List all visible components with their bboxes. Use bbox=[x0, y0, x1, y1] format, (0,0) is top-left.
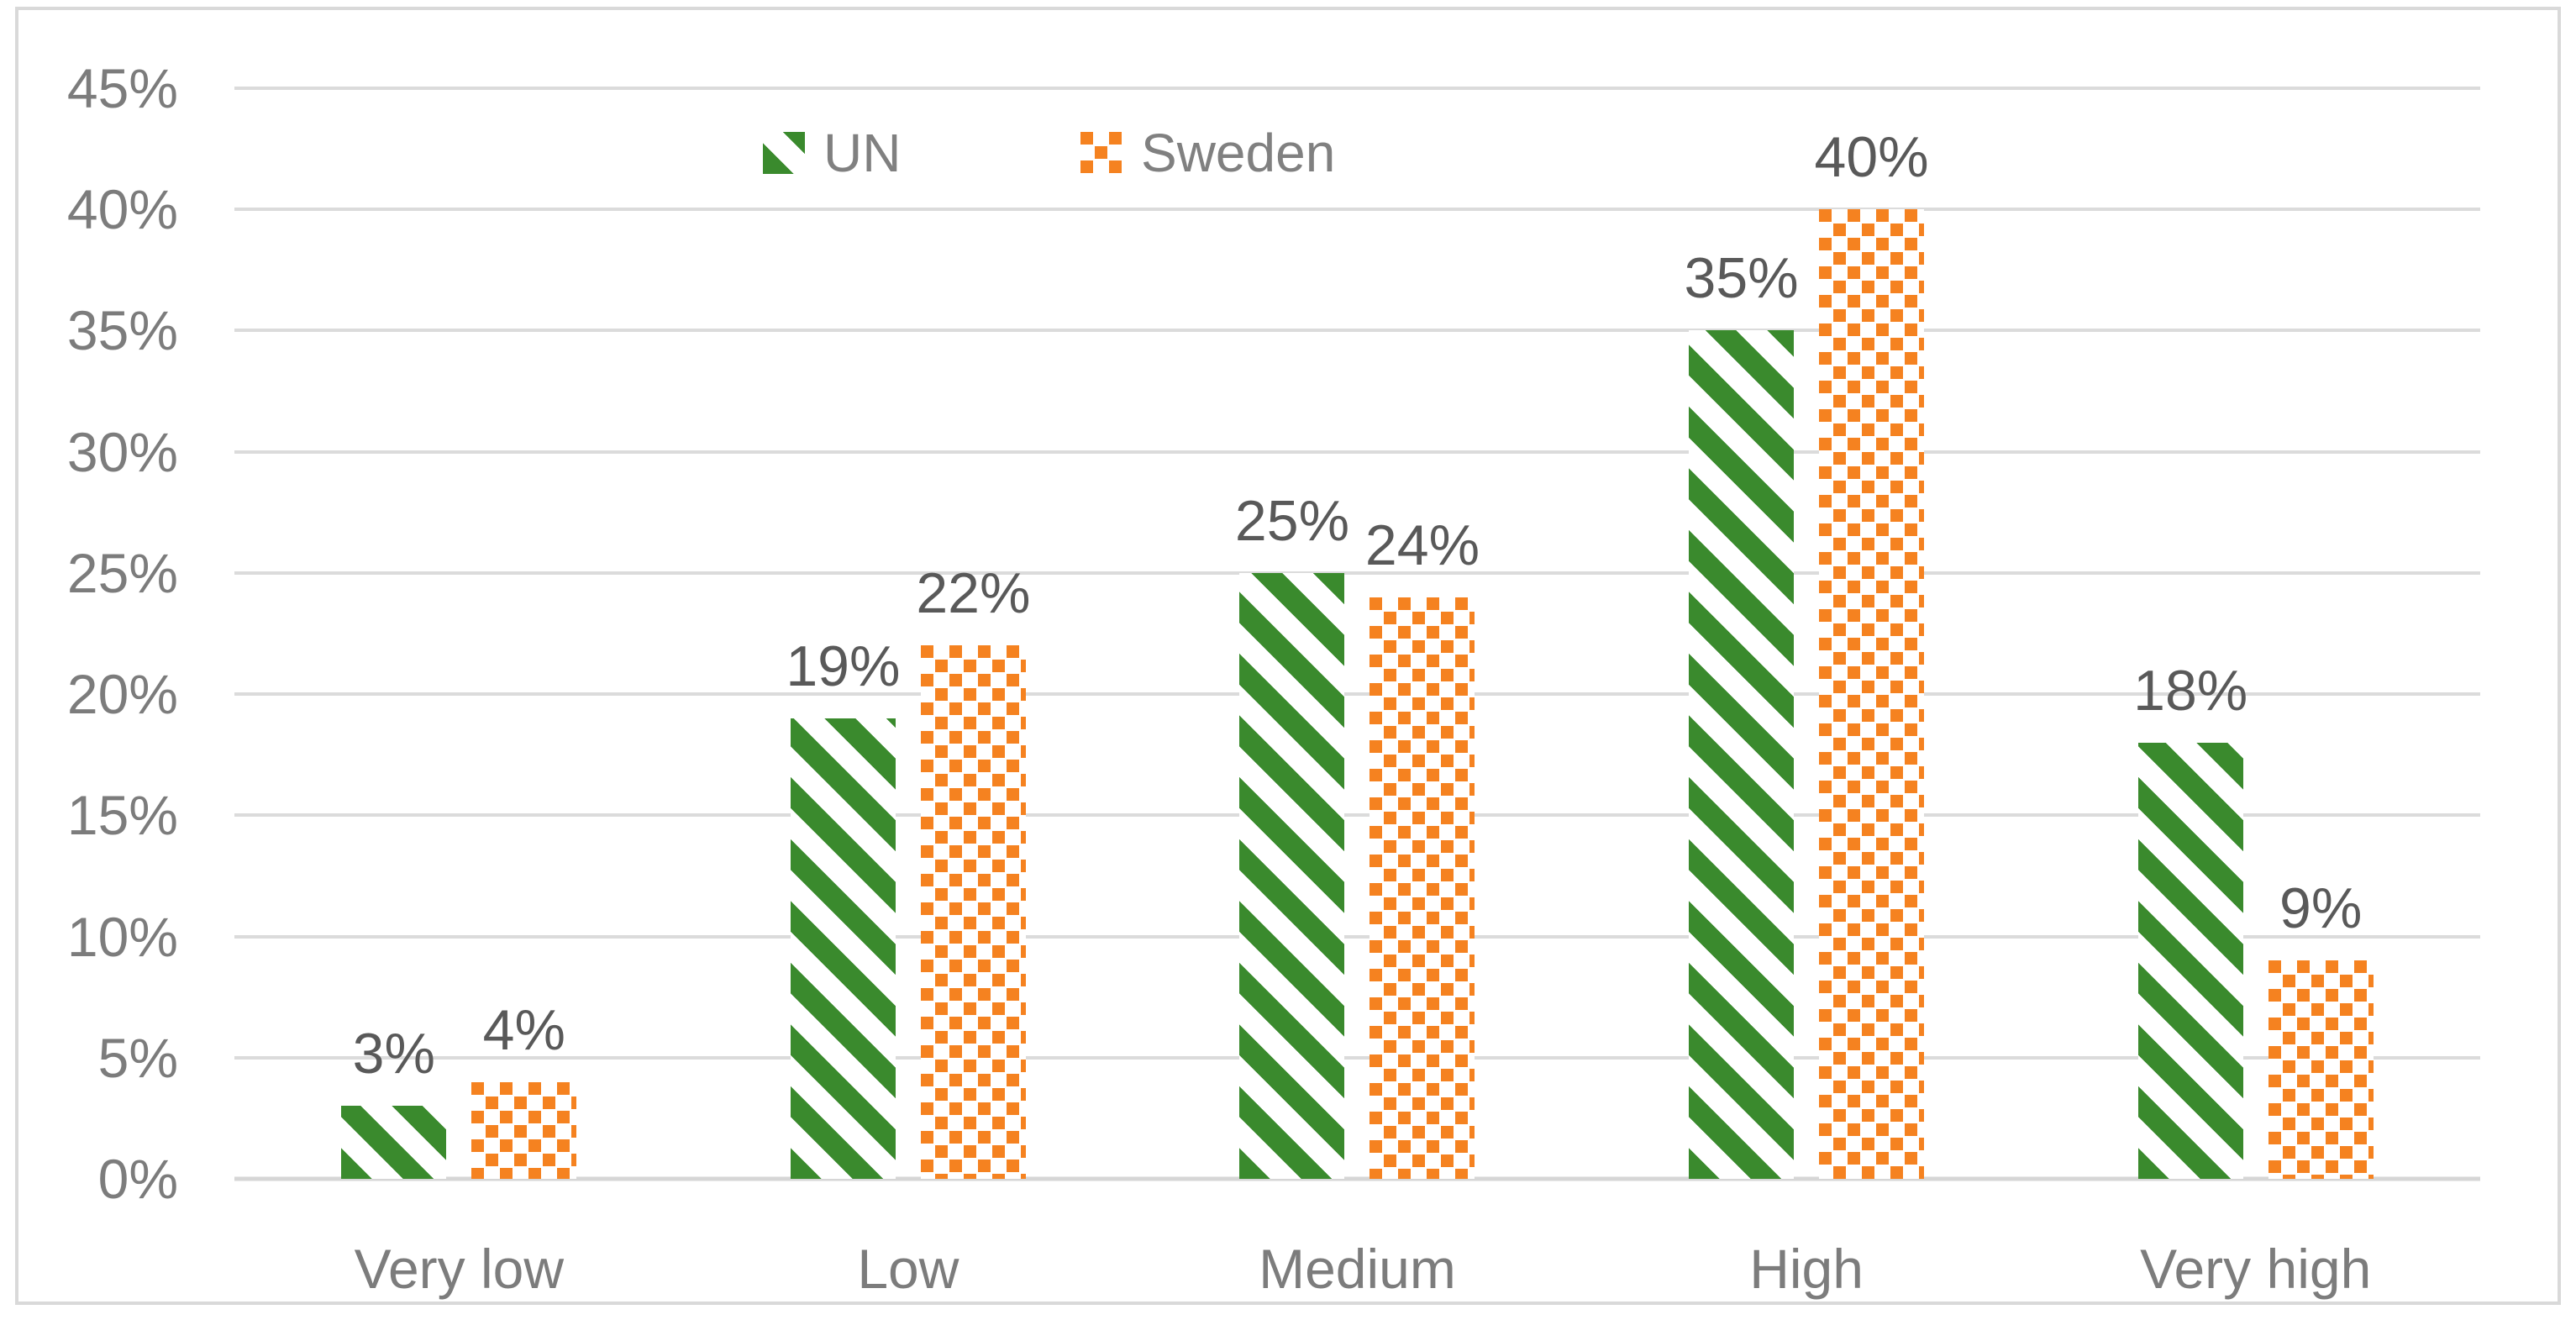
x-axis-category-label-high: High bbox=[1749, 1237, 1864, 1300]
bar-sweden-very-low: 4% bbox=[471, 1002, 577, 1179]
bar-sweden-medium: 24% bbox=[1365, 517, 1480, 1179]
data-label-un-low: 19% bbox=[786, 634, 901, 698]
legend-item-sweden: Sweden bbox=[1080, 123, 1336, 183]
y-axis-tick-label: 15% bbox=[66, 784, 178, 847]
gridline-40 bbox=[234, 208, 2480, 212]
gridline-15 bbox=[234, 813, 2480, 818]
legend-item-un: UN bbox=[763, 123, 902, 183]
data-label-un-very-low: 3% bbox=[352, 1022, 435, 1086]
category-group-low: 19% 22% bbox=[684, 88, 1133, 1179]
gridline-45 bbox=[234, 87, 2480, 90]
un-legend-label: UN bbox=[823, 123, 902, 183]
bar-un-low: 19% bbox=[786, 638, 900, 1179]
sweden-legend-label: Sweden bbox=[1141, 123, 1336, 183]
gridline-30 bbox=[234, 450, 2480, 454]
gridline-25 bbox=[234, 571, 2480, 575]
bar-sweden-very-high: 9% bbox=[2268, 880, 2374, 1179]
plot-area: 3% 4% 19% 22% 25% 24% 35% 40% 18% 9% bbox=[234, 87, 2480, 1181]
gridline-20 bbox=[234, 692, 2480, 697]
data-label-sweden-high: 40% bbox=[1814, 125, 1929, 190]
gridline-10 bbox=[234, 934, 2480, 939]
x-axis: Very low Low Medium High Very high bbox=[234, 1228, 2480, 1308]
y-axis-tick-label: 40% bbox=[66, 178, 178, 241]
bar-un-very-high: 18% bbox=[2133, 662, 2247, 1179]
gridline-0 bbox=[234, 1176, 2480, 1181]
data-label-un-medium: 25% bbox=[1234, 488, 1350, 553]
x-axis-category-label-very-low: Very low bbox=[354, 1237, 565, 1300]
y-axis-tick-label: 45% bbox=[66, 57, 178, 119]
category-group-medium: 25% 24% bbox=[1133, 88, 1582, 1179]
bar-sweden-low: 22% bbox=[916, 565, 1030, 1179]
gridline-5 bbox=[234, 1055, 2480, 1060]
un-legend-swatch-icon bbox=[763, 132, 805, 174]
y-axis-tick-label: 35% bbox=[66, 299, 178, 362]
category-group-very-low: 3% 4% bbox=[234, 88, 684, 1179]
y-axis-tick-label: 10% bbox=[66, 905, 178, 968]
x-axis-category-label-low: Low bbox=[857, 1237, 959, 1300]
bar-un-medium: 25% bbox=[1235, 492, 1349, 1179]
data-label-sweden-very-high: 9% bbox=[2279, 876, 2363, 941]
data-label-un-high: 35% bbox=[1684, 246, 1799, 311]
data-label-un-very-high: 18% bbox=[2133, 658, 2248, 723]
x-axis-category-label-medium: Medium bbox=[1259, 1237, 1456, 1300]
data-label-sweden-very-low: 4% bbox=[482, 997, 565, 1062]
y-axis-tick-label: 0% bbox=[97, 1148, 178, 1210]
x-axis-category-label-very-high: Very high bbox=[2140, 1237, 2372, 1300]
gridline-35 bbox=[234, 329, 2480, 333]
bar-sweden-high: 40% bbox=[1815, 129, 1929, 1179]
category-group-very-high: 18% 9% bbox=[2031, 88, 2480, 1179]
figure-border bbox=[15, 7, 2561, 1305]
y-axis-tick-label: 5% bbox=[97, 1026, 178, 1089]
bar-un-high: 35% bbox=[1685, 250, 1799, 1179]
y-axis-tick-label: 20% bbox=[66, 663, 178, 726]
sweden-legend-swatch-icon bbox=[1080, 132, 1122, 174]
data-label-sweden-low: 22% bbox=[916, 561, 1031, 626]
y-axis-tick-label: 30% bbox=[66, 420, 178, 483]
bar-un-very-low: 3% bbox=[341, 1025, 447, 1179]
category-group-high: 35% 40% bbox=[1582, 88, 2032, 1179]
y-axis: 0% 5% 10% 15% 20% 25% 30% 35% 40% 45% bbox=[0, 60, 178, 1207]
y-axis-tick-label: 25% bbox=[66, 541, 178, 604]
data-label-sweden-medium: 24% bbox=[1364, 513, 1480, 577]
